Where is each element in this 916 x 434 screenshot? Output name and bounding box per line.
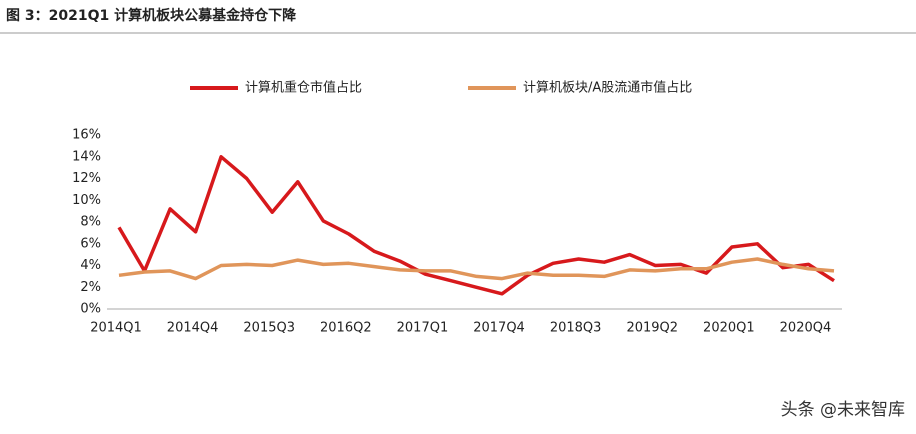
- y-tick-label: 12%: [72, 171, 101, 186]
- x-tick-label: 2014Q4: [167, 321, 219, 336]
- series-line: [118, 257, 835, 281]
- x-tick-label: 2019Q2: [626, 321, 678, 336]
- y-tick-label: 2%: [80, 280, 101, 295]
- y-tick-label: 8%: [80, 215, 101, 230]
- y-tick-label: 6%: [80, 236, 101, 251]
- y-tick-label: 10%: [72, 193, 101, 208]
- y-tick-label: 4%: [80, 258, 101, 273]
- y-tick-label: 14%: [72, 149, 101, 164]
- watermark: 头条 @未来智库: [781, 400, 905, 420]
- x-tick-label: 2015Q3: [243, 321, 295, 336]
- x-tick-label: 2017Q1: [397, 321, 449, 336]
- y-tick-label: 16%: [72, 128, 101, 143]
- series-line: [117, 155, 835, 296]
- chart-title: 图 3：2021Q1 计算机板块公募基金持仓下降: [6, 7, 297, 24]
- legend-label: 计算机重仓市值占比: [245, 80, 362, 96]
- x-tick-label: 2014Q1: [90, 321, 142, 336]
- x-tick-label: 2020Q1: [703, 321, 755, 336]
- x-tick-label: 2020Q4: [780, 321, 832, 336]
- x-tick-label: 2016Q2: [320, 321, 372, 336]
- y-tick-label: 0%: [80, 302, 101, 317]
- x-tick-label: 2018Q3: [550, 321, 602, 336]
- legend-label: 计算机板块/A股流通市值占比: [523, 80, 692, 96]
- x-tick-label: 2017Q4: [473, 321, 525, 336]
